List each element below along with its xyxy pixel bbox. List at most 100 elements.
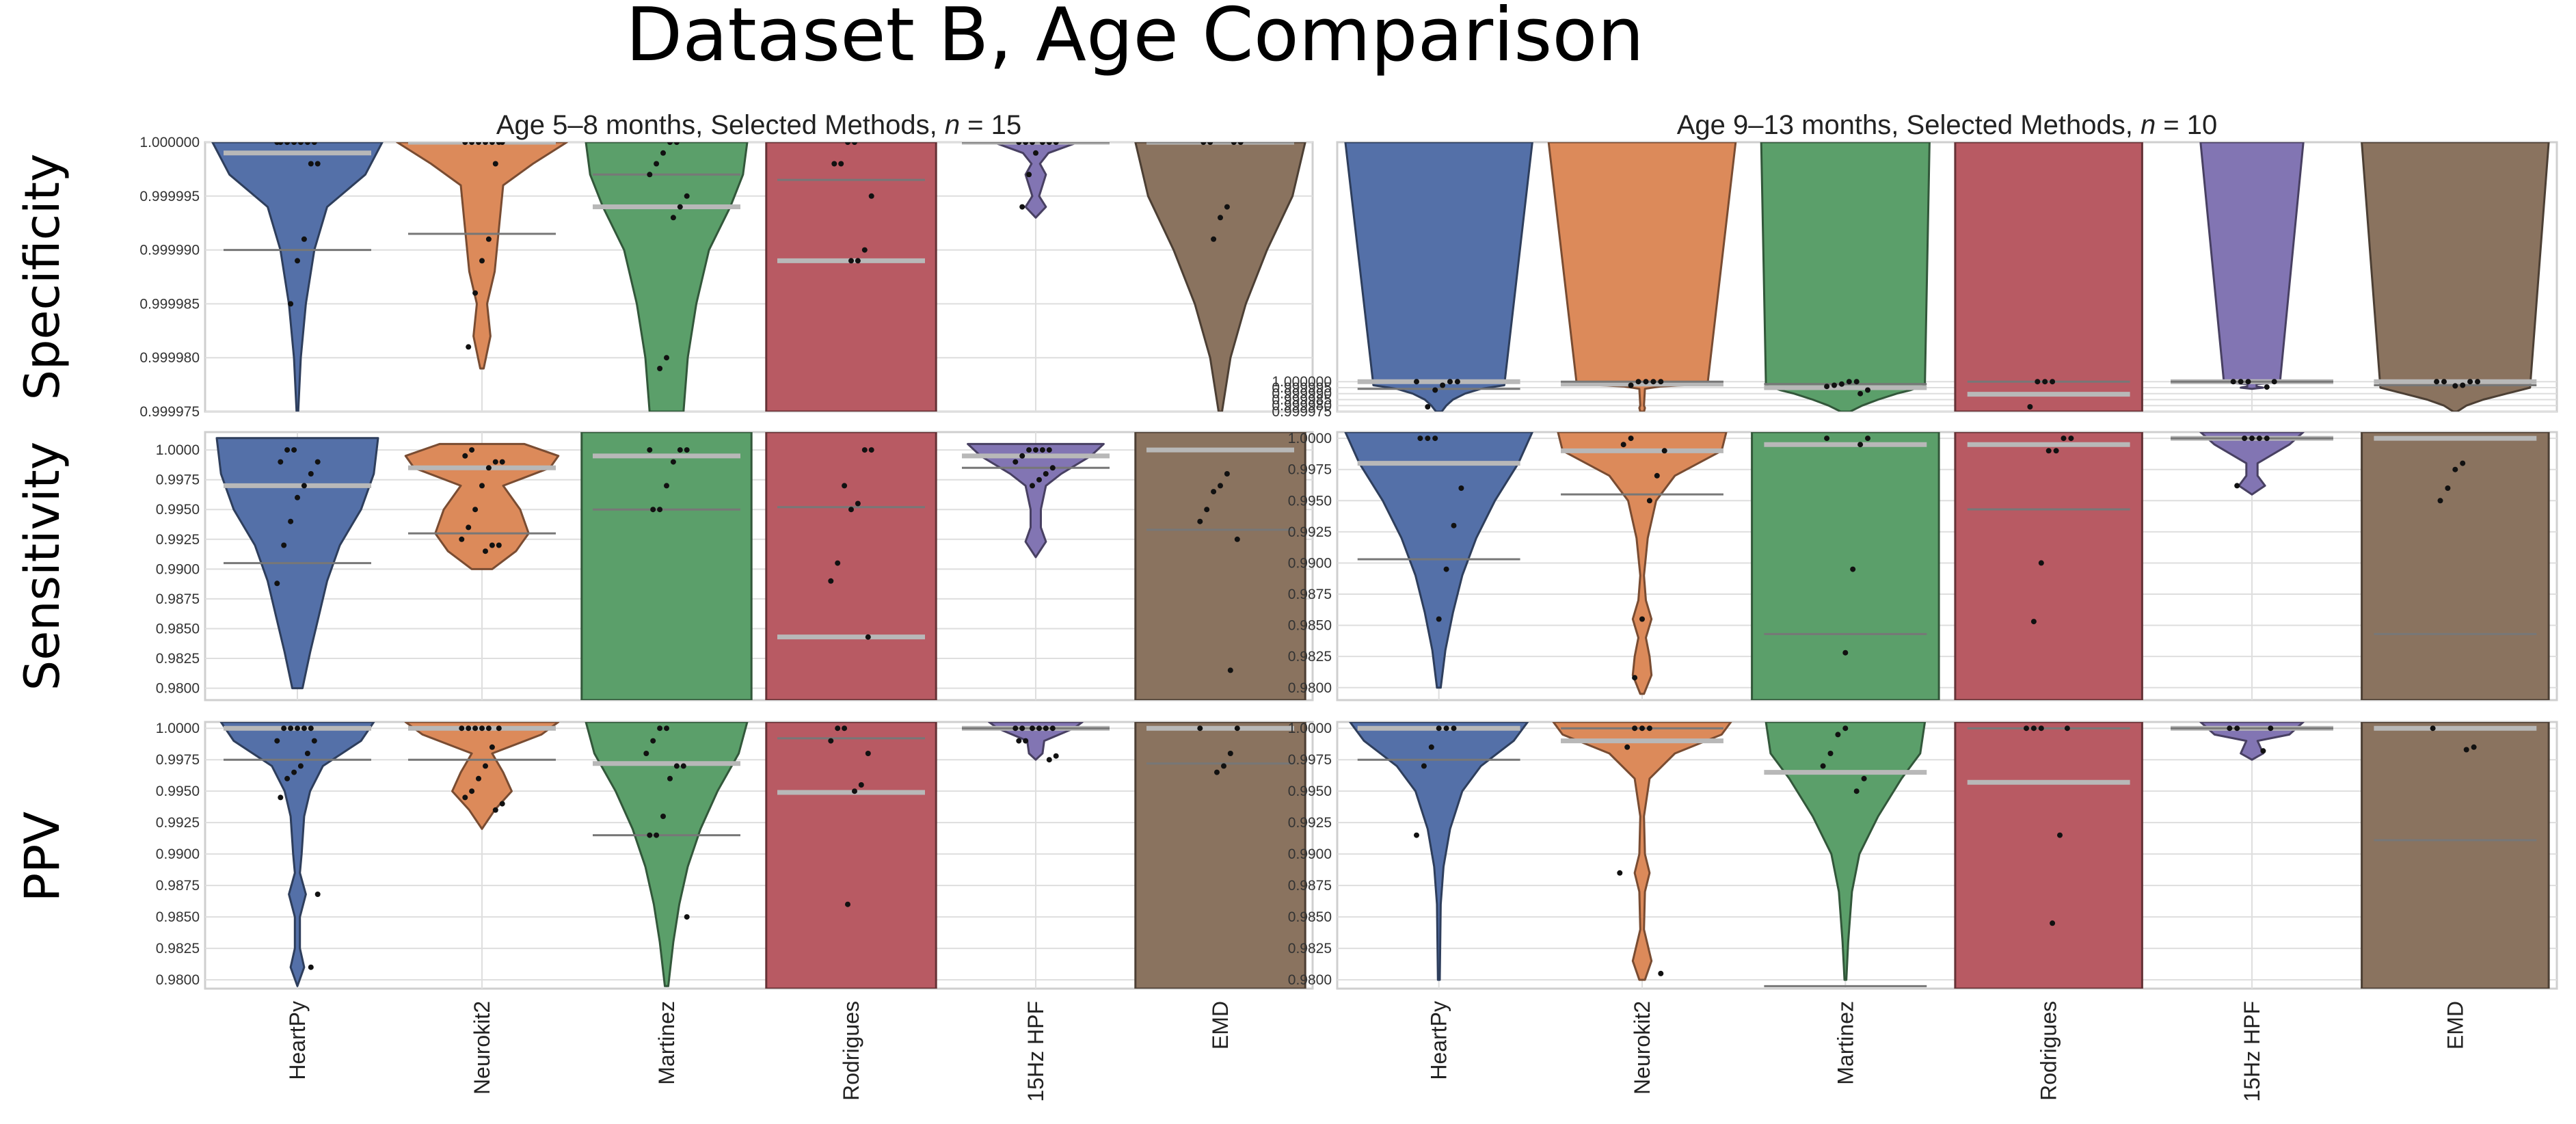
panel-2-ppv-frame (1336, 721, 2558, 990)
data-point-15hz-hpf (2238, 379, 2244, 385)
y-tick-label: 0.9825 (156, 941, 200, 956)
x-tick-label-martinez: Martinez (654, 1001, 679, 1085)
data-point-heartpy (284, 142, 291, 145)
data-point-martinez (1861, 775, 1867, 781)
x-tick-label-neurokit2: Neurokit2 (1630, 1001, 1654, 1095)
y-tick-label: 0.9825 (1288, 649, 1332, 665)
data-point-rodrigues (868, 193, 874, 199)
data-point-heartpy (301, 236, 307, 242)
row-label-ppv: PPV (14, 812, 70, 902)
data-point-neurokit2 (496, 725, 502, 732)
data-point-heartpy (1458, 485, 1464, 491)
data-point-heartpy (1417, 436, 1423, 442)
violin-emd (1134, 432, 1306, 700)
data-point-15hz-hpf (2268, 725, 2274, 732)
data-point-emd (2471, 744, 2477, 750)
data-point-15hz-hpf (2260, 748, 2266, 754)
data-point-emd (2441, 379, 2447, 385)
y-tick-label: 0.9950 (156, 502, 200, 518)
data-point-rodrigues (2045, 448, 2052, 454)
y-tick-label: 0.9800 (1288, 680, 1332, 696)
data-point-martinez (660, 150, 666, 156)
data-point-martinez (657, 507, 663, 513)
violin-neurokit2 (1552, 722, 1732, 981)
data-point-15hz-hpf (1012, 459, 1019, 465)
violin-martinez (580, 432, 753, 700)
data-point-martinez (1857, 442, 1864, 448)
data-point-15hz-hpf (1023, 142, 1029, 145)
data-point-rodrigues (842, 483, 848, 489)
data-point-emd (2467, 379, 2473, 385)
data-point-neurokit2 (496, 542, 502, 548)
data-point-neurokit2 (499, 801, 505, 807)
data-point-heartpy (1432, 436, 1438, 442)
data-point-rodrigues (828, 738, 834, 744)
data-point-emd (1221, 763, 1226, 769)
data-point-heartpy (274, 580, 280, 587)
panel-1-ppv-frame (204, 721, 1314, 990)
violin-rodrigues (765, 142, 937, 412)
y-tick-label: 0.9900 (156, 561, 200, 577)
data-point-martinez (1865, 387, 1870, 393)
data-point-neurokit2 (476, 142, 481, 145)
data-point-rodrigues (855, 258, 861, 264)
data-point-martinez (1835, 732, 1841, 738)
x-tick-label-heartpy: HeartPy (285, 1001, 310, 1080)
data-point-15hz-hpf (1046, 447, 1052, 453)
data-point-15hz-hpf (2230, 379, 2236, 385)
data-point-rodrigues (835, 560, 841, 566)
data-point-neurokit2 (1646, 498, 1652, 504)
data-point-neurokit2 (472, 507, 479, 513)
panel-1-specificity-plot-area (211, 142, 1306, 412)
data-point-martinez (1832, 382, 1837, 388)
violin-martinez (585, 722, 749, 987)
violin-rodrigues (1954, 432, 2143, 700)
data-point-martinez (667, 142, 673, 145)
y-tick-label: 0.999975 (139, 404, 200, 420)
data-point-15hz-hpf (1026, 447, 1032, 453)
data-point-rodrigues (848, 507, 854, 513)
data-point-martinez (1842, 650, 1849, 656)
data-point-neurokit2 (483, 142, 488, 145)
violin-martinez (1751, 432, 1940, 700)
data-point-martinez (660, 814, 666, 819)
data-point-neurokit2 (1658, 970, 1664, 976)
violin-neurokit2 (1547, 142, 1737, 412)
data-point-neurokit2 (462, 142, 468, 145)
data-point-rodrigues (852, 142, 857, 145)
data-point-neurokit2 (1624, 744, 1631, 750)
data-point-neurokit2 (1643, 379, 1649, 385)
data-point-heartpy (314, 892, 321, 897)
data-point-neurokit2 (492, 161, 498, 167)
data-point-15hz-hpf (1039, 142, 1045, 145)
data-point-martinez (1853, 379, 1860, 385)
data-point-rodrigues (2061, 436, 2067, 442)
violin-neurokit2 (396, 142, 568, 370)
data-point-emd (2445, 485, 2451, 491)
x-tick-label-martinez: Martinez (1833, 1001, 1857, 1085)
data-point-neurokit2 (479, 258, 485, 264)
panel-title-suffix: = 10 (2156, 110, 2217, 140)
y-tick-label: 1.000000 (1272, 374, 1332, 390)
data-point-emd (2437, 498, 2443, 504)
data-point-martinez (684, 447, 690, 453)
y-tick-label: 0.9950 (1288, 784, 1332, 799)
data-point-rodrigues (2068, 436, 2074, 442)
data-point-emd (1227, 751, 1233, 756)
data-point-rodrigues (2057, 832, 2063, 838)
data-point-rodrigues (2035, 379, 2041, 385)
data-point-emd (2460, 382, 2466, 388)
violin-rodrigues (765, 432, 937, 700)
violin-emd (1134, 722, 1306, 989)
data-point-rodrigues (2042, 379, 2048, 385)
violin-rodrigues (1954, 142, 2143, 412)
panel-title-n: n (945, 110, 960, 140)
data-point-martinez (677, 447, 683, 453)
panel-2-sensitivity: 0.9800 0.9825 0.9850 0.9875 0.9900 0.9925 0.99… (1288, 431, 2558, 701)
data-point-heartpy (311, 142, 317, 145)
data-point-martinez (647, 447, 653, 453)
panel-title-prefix: Age 9–13 months, Selected Methods, (1677, 110, 2141, 140)
data-point-neurokit2 (469, 788, 475, 794)
data-point-rodrigues (831, 161, 837, 167)
